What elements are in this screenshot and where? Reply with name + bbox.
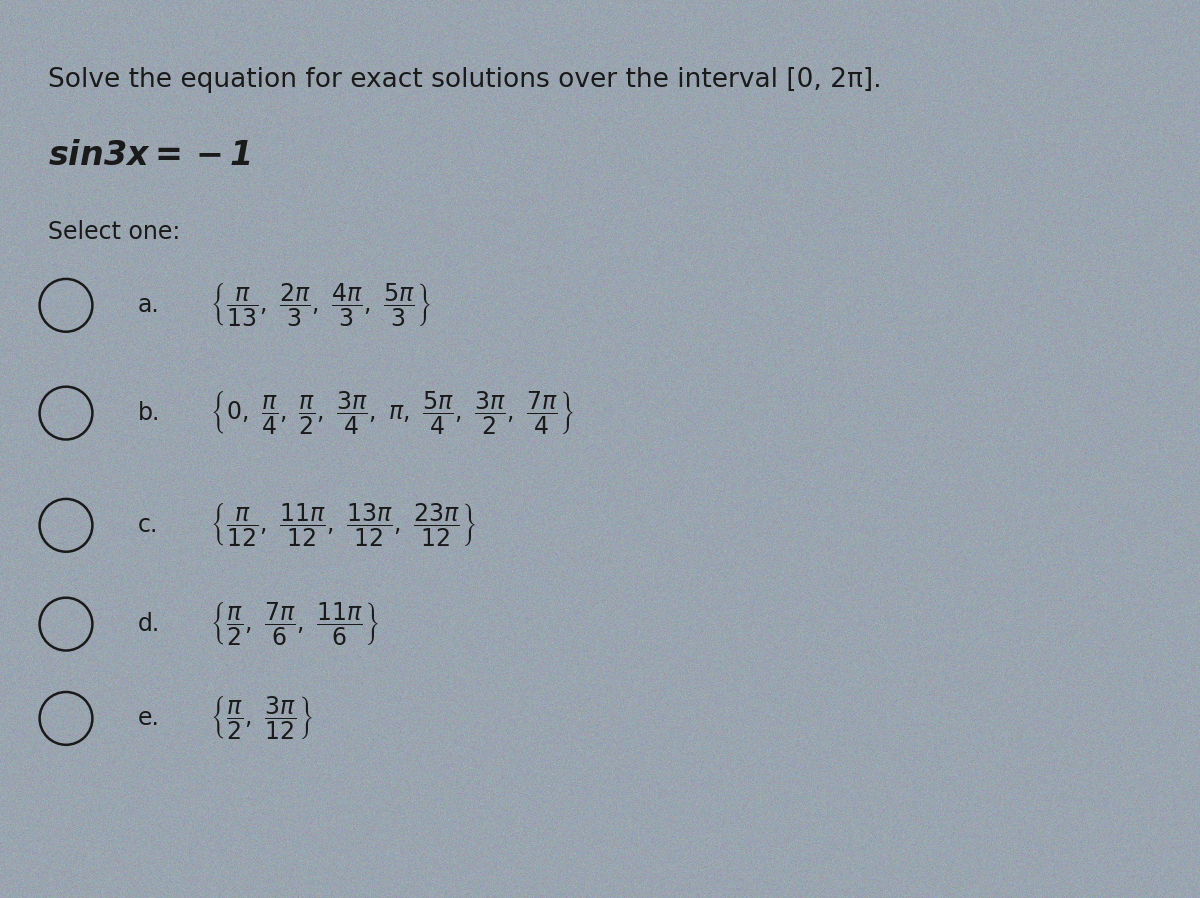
Text: $\bfit{sin3x} = -1$: $\bfit{sin3x} = -1$	[48, 139, 251, 172]
Text: b.: b.	[138, 401, 161, 425]
Text: c.: c.	[138, 514, 158, 537]
Text: $\left\{\dfrac{\pi}{12},\ \dfrac{11\pi}{12},\ \dfrac{13\pi}{12},\ \dfrac{23\pi}{: $\left\{\dfrac{\pi}{12},\ \dfrac{11\pi}{…	[210, 502, 476, 549]
Text: a.: a.	[138, 294, 160, 317]
Text: Select one:: Select one:	[48, 220, 180, 244]
Text: Solve the equation for exact solutions over the interval [0, 2π].: Solve the equation for exact solutions o…	[48, 67, 882, 93]
Text: d.: d.	[138, 612, 161, 636]
Text: e.: e.	[138, 707, 160, 730]
Text: $\left\{\dfrac{\pi}{13},\ \dfrac{2\pi}{3},\ \dfrac{4\pi}{3},\ \dfrac{5\pi}{3}\ri: $\left\{\dfrac{\pi}{13},\ \dfrac{2\pi}{3…	[210, 282, 431, 329]
Text: $\left\{0,\ \dfrac{\pi}{4},\ \dfrac{\pi}{2},\ \dfrac{3\pi}{4},\ \pi,\ \dfrac{5\p: $\left\{0,\ \dfrac{\pi}{4},\ \dfrac{\pi}…	[210, 390, 575, 436]
Text: $\left\{\dfrac{\pi}{2},\ \dfrac{3\pi}{12}\right\}$: $\left\{\dfrac{\pi}{2},\ \dfrac{3\pi}{12…	[210, 695, 312, 742]
Text: $\left\{\dfrac{\pi}{2},\ \dfrac{7\pi}{6},\ \dfrac{11\pi}{6}\right\}$: $\left\{\dfrac{\pi}{2},\ \dfrac{7\pi}{6}…	[210, 601, 379, 647]
